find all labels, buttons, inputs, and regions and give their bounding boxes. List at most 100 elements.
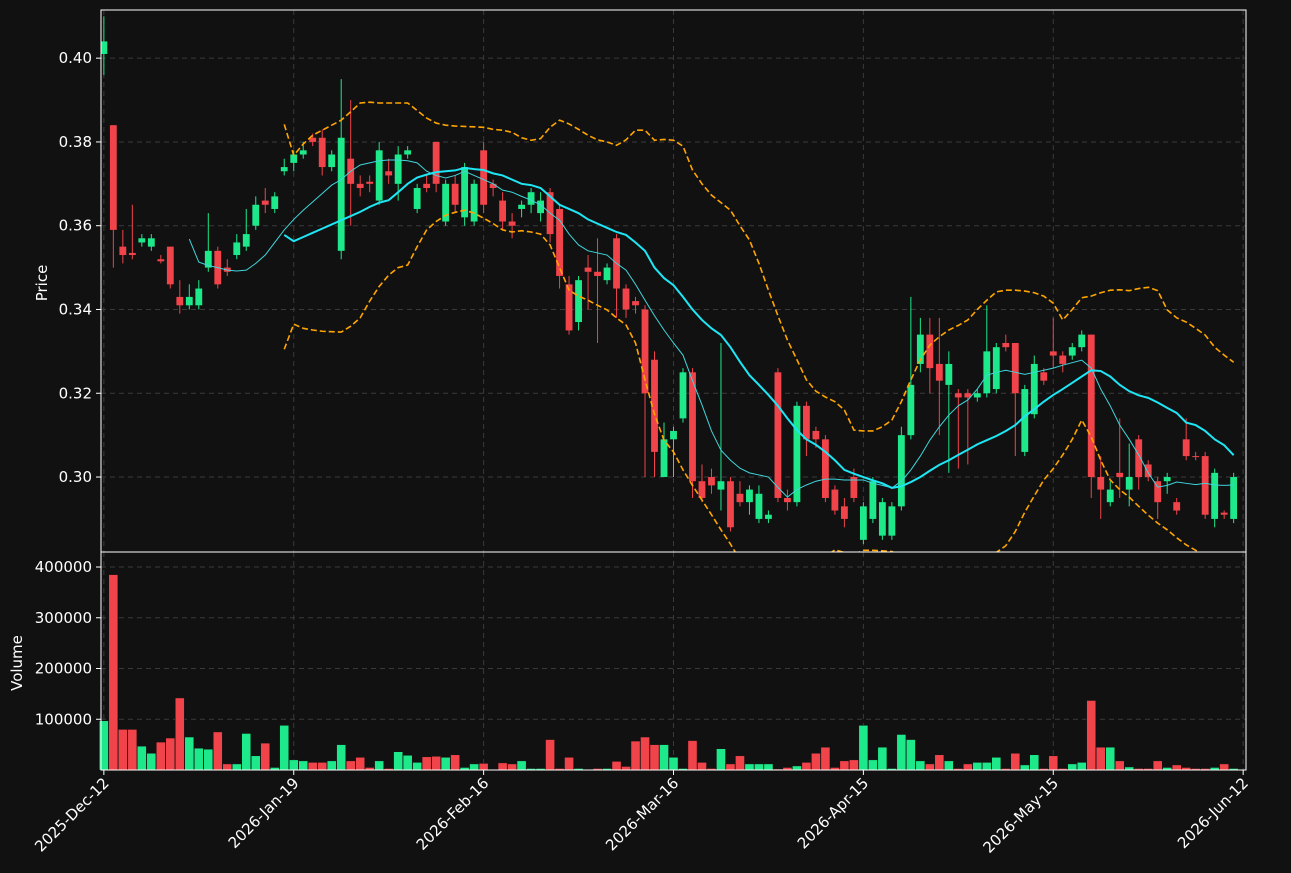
candle-body: [271, 196, 279, 209]
y-tick-label: 0.30: [59, 468, 92, 486]
candle-body: [632, 301, 639, 306]
candle-body: [508, 221, 516, 226]
candle-body: [1030, 363, 1038, 415]
volume-bar: [241, 733, 252, 771]
candle-body: [1211, 472, 1219, 519]
volume-bar: [222, 763, 233, 771]
candle-body: [1059, 355, 1067, 364]
volume-bar: [668, 757, 679, 771]
candle-body: [138, 238, 146, 243]
volume-bar: [1105, 746, 1116, 771]
candle-body: [1154, 481, 1162, 503]
volume-bar: [735, 755, 745, 771]
volume-bar: [640, 736, 650, 771]
candle-body: [290, 154, 298, 163]
volume-bar: [507, 763, 517, 771]
volume-bar: [412, 762, 422, 771]
candle-body: [185, 296, 193, 306]
volume-bar: [393, 751, 403, 771]
volume-bar: [621, 766, 631, 771]
candle-body: [556, 208, 563, 276]
candle-body: [575, 280, 582, 323]
candle-body: [850, 477, 858, 498]
candle-body: [1068, 347, 1076, 356]
candle-body: [1230, 477, 1238, 519]
candle-body: [831, 489, 839, 511]
volume-bar: [307, 762, 318, 771]
volume-bar: [374, 760, 384, 771]
candle-body: [537, 200, 544, 214]
volume-bar: [545, 739, 555, 771]
candle-body: [470, 183, 478, 222]
volume-bar: [1076, 762, 1087, 771]
candle-body: [812, 430, 820, 440]
candle-body: [119, 246, 127, 256]
candle-body: [309, 137, 317, 142]
candle-body: [973, 393, 981, 398]
candle-body: [1192, 456, 1200, 458]
volume-bar: [991, 757, 1002, 771]
candle-body: [793, 405, 801, 503]
candle-body: [983, 351, 991, 394]
volume-bar: [298, 760, 309, 771]
volume-bar: [1095, 746, 1106, 771]
candle-body: [242, 234, 250, 247]
volume-bar: [944, 760, 954, 771]
candle-body: [736, 493, 744, 503]
y-tick-label: 0.34: [59, 300, 92, 318]
candle-body: [803, 405, 810, 440]
candle-body: [622, 288, 630, 310]
volume-bar: [174, 697, 185, 771]
volume-bar: [659, 744, 669, 771]
candle-body: [1106, 489, 1114, 503]
candle-body: [423, 183, 431, 189]
y-tick-label: 0.32: [59, 384, 92, 402]
candle-body: [461, 167, 469, 218]
candle-body: [280, 167, 288, 172]
candle-body: [660, 439, 668, 478]
y-tick-label: 0.38: [59, 133, 92, 151]
candle-body: [907, 384, 915, 436]
volume-bar: [421, 756, 432, 771]
candle-body: [821, 439, 829, 498]
candle-body: [195, 288, 203, 306]
price-axis-label: Price: [33, 265, 51, 302]
volume-bar: [849, 759, 859, 771]
volume-bar: [193, 747, 204, 771]
candle-body: [1182, 439, 1190, 457]
candle-body: [746, 489, 753, 503]
candle-body: [1087, 334, 1095, 478]
volume-bar: [1048, 755, 1059, 771]
volume-axis-label: Volume: [8, 635, 26, 691]
candle-body: [356, 183, 364, 189]
candle-body: [489, 183, 497, 189]
volume-tick-label: 100000: [35, 710, 92, 728]
candle-body: [337, 137, 345, 251]
volume-bar: [630, 740, 641, 771]
volume-bar: [972, 762, 983, 771]
volume-bar: [355, 757, 365, 771]
candle-body: [1011, 342, 1019, 394]
volume-bar: [450, 754, 460, 771]
candle-body: [499, 200, 507, 222]
candle-body: [1125, 477, 1133, 490]
volume-bar: [108, 574, 119, 771]
candle-body: [375, 150, 383, 201]
volume-bar: [345, 760, 356, 771]
y-tick-label: 0.36: [59, 217, 92, 235]
volume-bar: [820, 746, 831, 771]
volume-bar: [925, 763, 935, 771]
candle-body: [404, 150, 412, 155]
candle-body: [565, 284, 573, 331]
volume-bar: [906, 739, 916, 771]
overlay-line: [283, 209, 1201, 552]
candle-body: [1021, 389, 1029, 452]
volume-bar: [982, 762, 992, 771]
volume-bar: [611, 761, 622, 771]
volume-bar: [1029, 754, 1040, 771]
candle-body: [765, 514, 772, 519]
volume-bar: [431, 756, 441, 771]
volume-bar: [250, 755, 261, 771]
volume-bar: [516, 760, 527, 771]
